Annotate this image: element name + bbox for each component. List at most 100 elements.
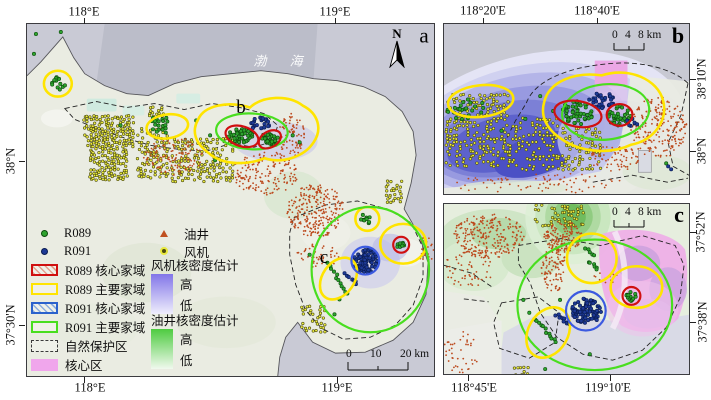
north-arrow-icon [389,40,405,69]
scalebar-label: 8 km [638,29,662,41]
axis-tick [690,232,696,233]
axis-tick [690,322,696,323]
axis-tick [19,325,25,326]
legend-label: 自然保护区 [65,340,128,354]
core-area-swatch [31,358,58,371]
north-label: N [392,26,402,41]
kde-high-label: 高 [180,333,193,347]
panel-b-letter: b [671,23,685,48]
axis-tick [690,151,696,152]
legend-label: R091 主要家域 [65,321,146,335]
kde-low-label: 低 [180,354,193,368]
axis-label-a-bottom-0: 118°E [74,380,106,395]
legend-label: 油井 [184,227,210,242]
wind-kde-gradient [151,274,173,314]
kde-high-label: 高 [180,278,193,292]
axis-label-b-right-1: 38°N [694,137,709,165]
contour-layer [446,71,666,153]
dot-layer [444,91,688,194]
dot-layer [31,29,434,334]
axis-label-b-top-1: 118°40'E [574,3,620,18]
inset-b-marker: b [236,97,246,118]
legend-label: 风机 [184,245,210,260]
legend-item-r091: R091 [31,242,145,260]
r091-main-range-swatch [31,320,58,333]
oil-kde-extremes: 高 低 [180,329,193,369]
wind-turbine-symbol [151,247,177,255]
legend-right-column: 油井 风机 风机核密度估计 高 低 油井核密度估计 高 低 [151,224,239,370]
axis-tick [690,79,696,80]
panel-c-svg [444,204,689,374]
r091-point-symbol [31,247,57,255]
r091-dot-icon [40,247,48,255]
scalebar-b: 0 4 8 km [612,29,672,53]
axis-label-a-left-0: 38°N [3,147,18,175]
inset-c-marker: c [319,247,329,268]
legend-item-r089: R089 [31,224,145,242]
scalebar-label: 8 km [638,206,662,218]
legend-item-r089-main-range: R089 主要家域 [31,279,145,298]
oil-kde-title: 油井核密度估计 [151,314,239,328]
legend-item-wind-turbine: 风机 [151,242,239,260]
contour-layer [42,69,431,334]
scalebar-c: 0 4 8 km [612,206,672,230]
legend-item-r089-core-range: R089 核心家域 [31,260,145,279]
scalebar-label: 0 [612,29,618,41]
axis-tick [84,18,85,24]
oil-kde-gradient [151,329,173,369]
legend-item-r091-main-range: R091 主要家域 [31,317,145,336]
nature-reserve-boundary [503,62,689,183]
wind-kde-title: 风机核密度估计 [151,259,239,273]
oil-well-symbol [151,229,177,237]
legend-label: R091 核心家域 [65,302,146,316]
scalebar-bracket [613,220,645,228]
axis-label-c-right-1: 37°38'N [695,301,710,343]
scalebar-bracket [347,362,409,371]
nature-reserve-boundary [444,235,685,361]
kde-low-label: 低 [180,299,193,313]
legend-label: R089 主要家域 [65,283,146,297]
r089-main-range-swatch [31,282,58,295]
bohai-sea-label: 渤 海 [253,53,313,69]
wind-kde-extremes: 高 低 [180,274,193,314]
nature-reserve-boundary [63,101,424,340]
legend-label: R089 [64,225,92,240]
panel-a-svg [27,24,434,376]
legend-item-r091-core-range: R091 核心家域 [31,298,145,317]
legend-label: R091 [64,243,92,258]
legend-label: R089 核心家域 [65,264,146,278]
axis-tick [483,18,484,24]
axis-tick [335,18,336,24]
axis-tick [597,18,598,24]
axis-label-a-bottom-1: 119°E [321,380,353,395]
core-area-fill [599,229,688,337]
nature-reserve-swatch [31,339,58,352]
panel-c-map [443,203,690,375]
r091-core-range-swatch [31,301,58,314]
axis-label-a-left-1: 37°30'N [3,304,18,346]
legend-item-core-area: 核心区 [31,355,145,374]
scalebar-label: 4 [625,29,631,41]
contour-layer [516,232,674,372]
r089-dot-icon [40,229,48,237]
r089-point-symbol [31,229,57,237]
scalebar-a: 0 10 20 km [346,348,432,372]
dot-layer [444,204,638,374]
r089-core-range-swatch [31,263,58,276]
wind-kde-legend: 高 低 [151,273,239,315]
coastline [27,36,429,376]
north-arrow: N [388,26,406,73]
legend-label: 核心区 [65,359,103,373]
scalebar-label: 0 [346,348,352,360]
wind-turbine-dot-icon [160,247,168,255]
axis-tick [468,375,469,381]
axis-tick [84,377,85,383]
axis-tick [610,375,611,381]
legend-item-nature-reserve: 自然保护区 [31,336,145,355]
panel-b-map [443,23,690,195]
scalebar-label: 20 km [400,348,430,360]
oil-kde-legend: 高 低 [151,328,239,370]
legend-item-oil-well: 油井 [151,224,239,242]
panel-a-map [26,23,435,377]
panel-b-svg [444,24,689,194]
